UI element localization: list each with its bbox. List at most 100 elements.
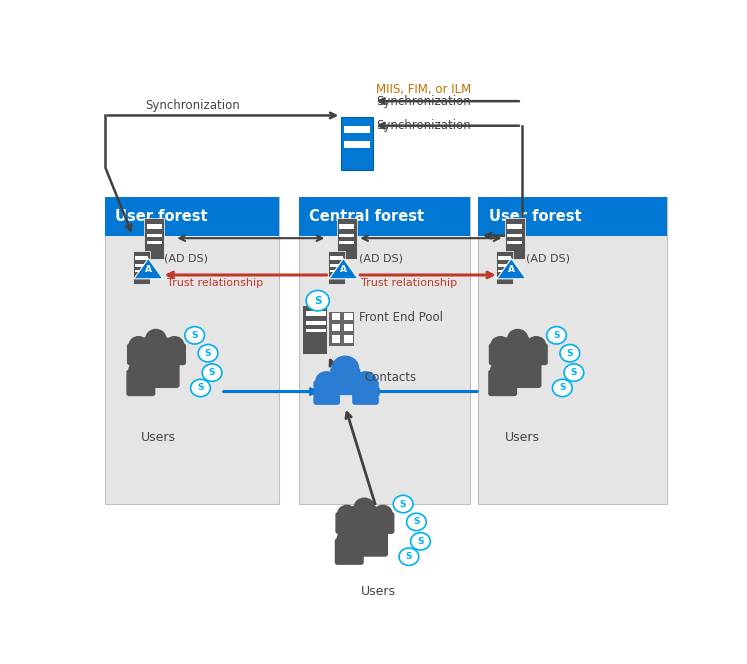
Circle shape [373, 505, 393, 522]
Text: S: S [191, 331, 198, 340]
FancyBboxPatch shape [506, 337, 530, 360]
Text: Front End Pool: Front End Pool [359, 311, 442, 324]
Text: S: S [209, 368, 215, 377]
Bar [306, 329, 326, 332]
Bar [344, 126, 370, 133]
FancyBboxPatch shape [510, 359, 542, 388]
Text: S: S [205, 349, 211, 358]
Text: (AD DS): (AD DS) [527, 253, 571, 263]
Bar [306, 311, 326, 316]
Bar [105, 197, 279, 236]
Text: Synchronization: Synchronization [376, 95, 471, 108]
Bar [344, 335, 353, 343]
Text: A: A [340, 265, 347, 274]
Bar [337, 218, 357, 259]
Bar [339, 234, 355, 237]
Bar [105, 197, 279, 504]
Circle shape [198, 345, 218, 362]
Circle shape [202, 364, 222, 381]
FancyBboxPatch shape [335, 512, 359, 534]
Bar [332, 335, 340, 343]
Text: A: A [508, 265, 515, 274]
Text: S: S [314, 295, 321, 305]
Bar [303, 306, 327, 354]
Text: Central forest: Central forest [309, 209, 424, 224]
Text: S: S [406, 552, 412, 561]
Circle shape [490, 359, 515, 382]
Bar [498, 270, 511, 272]
Circle shape [337, 505, 357, 522]
Bar [498, 256, 511, 260]
Circle shape [128, 336, 149, 353]
Bar [344, 313, 353, 320]
Bar [496, 251, 513, 284]
FancyBboxPatch shape [524, 343, 548, 365]
Circle shape [547, 327, 566, 344]
Bar [505, 218, 524, 259]
Circle shape [354, 371, 377, 392]
FancyBboxPatch shape [330, 368, 360, 395]
Polygon shape [134, 258, 163, 279]
Circle shape [128, 359, 154, 382]
FancyBboxPatch shape [489, 343, 512, 365]
Bar [344, 141, 370, 148]
Text: S: S [418, 537, 424, 546]
Bar [507, 224, 522, 229]
Text: (AD DS): (AD DS) [164, 253, 208, 263]
Bar [135, 270, 148, 272]
Bar [135, 264, 148, 267]
Text: MIIS, FIM, or ILM: MIIS, FIM, or ILM [376, 84, 471, 96]
Text: S: S [197, 384, 204, 392]
Text: S: S [554, 331, 560, 340]
Circle shape [507, 329, 528, 347]
Bar [144, 218, 164, 259]
Bar [135, 256, 148, 260]
Bar [146, 234, 161, 237]
Bar [339, 224, 355, 229]
Circle shape [553, 379, 572, 396]
Text: S: S [413, 517, 420, 527]
Bar [330, 264, 343, 267]
Bar [478, 197, 666, 236]
Text: Synchronization: Synchronization [146, 99, 241, 112]
Bar [507, 241, 522, 244]
Polygon shape [329, 258, 358, 279]
Bar [344, 324, 353, 331]
FancyBboxPatch shape [357, 528, 388, 556]
FancyBboxPatch shape [127, 343, 150, 365]
Text: Contacts: Contacts [365, 371, 416, 384]
Bar [299, 197, 470, 504]
FancyBboxPatch shape [489, 370, 517, 396]
Bar [306, 321, 326, 325]
Polygon shape [497, 258, 526, 279]
Bar [341, 117, 373, 171]
Circle shape [527, 336, 546, 353]
Text: Synchronization: Synchronization [376, 120, 471, 132]
FancyBboxPatch shape [352, 505, 376, 529]
Text: Users: Users [504, 431, 539, 444]
FancyBboxPatch shape [143, 337, 168, 360]
Bar [478, 197, 666, 504]
Circle shape [399, 548, 419, 566]
Circle shape [358, 515, 387, 541]
FancyBboxPatch shape [163, 343, 186, 365]
FancyBboxPatch shape [335, 539, 364, 565]
Text: Users: Users [141, 431, 176, 444]
Text: S: S [400, 499, 406, 509]
Circle shape [491, 336, 510, 353]
Circle shape [332, 355, 359, 380]
FancyBboxPatch shape [352, 380, 379, 405]
Circle shape [406, 513, 427, 531]
Text: (AD DS): (AD DS) [359, 253, 403, 263]
Circle shape [315, 371, 338, 392]
Text: Trust relationship: Trust relationship [167, 278, 264, 288]
Bar [339, 241, 355, 244]
Circle shape [190, 379, 211, 396]
Bar [507, 234, 522, 237]
Bar [332, 324, 340, 331]
Text: S: S [571, 368, 577, 377]
Circle shape [164, 336, 185, 353]
FancyBboxPatch shape [371, 512, 394, 534]
Bar [330, 256, 343, 260]
Circle shape [564, 364, 583, 381]
